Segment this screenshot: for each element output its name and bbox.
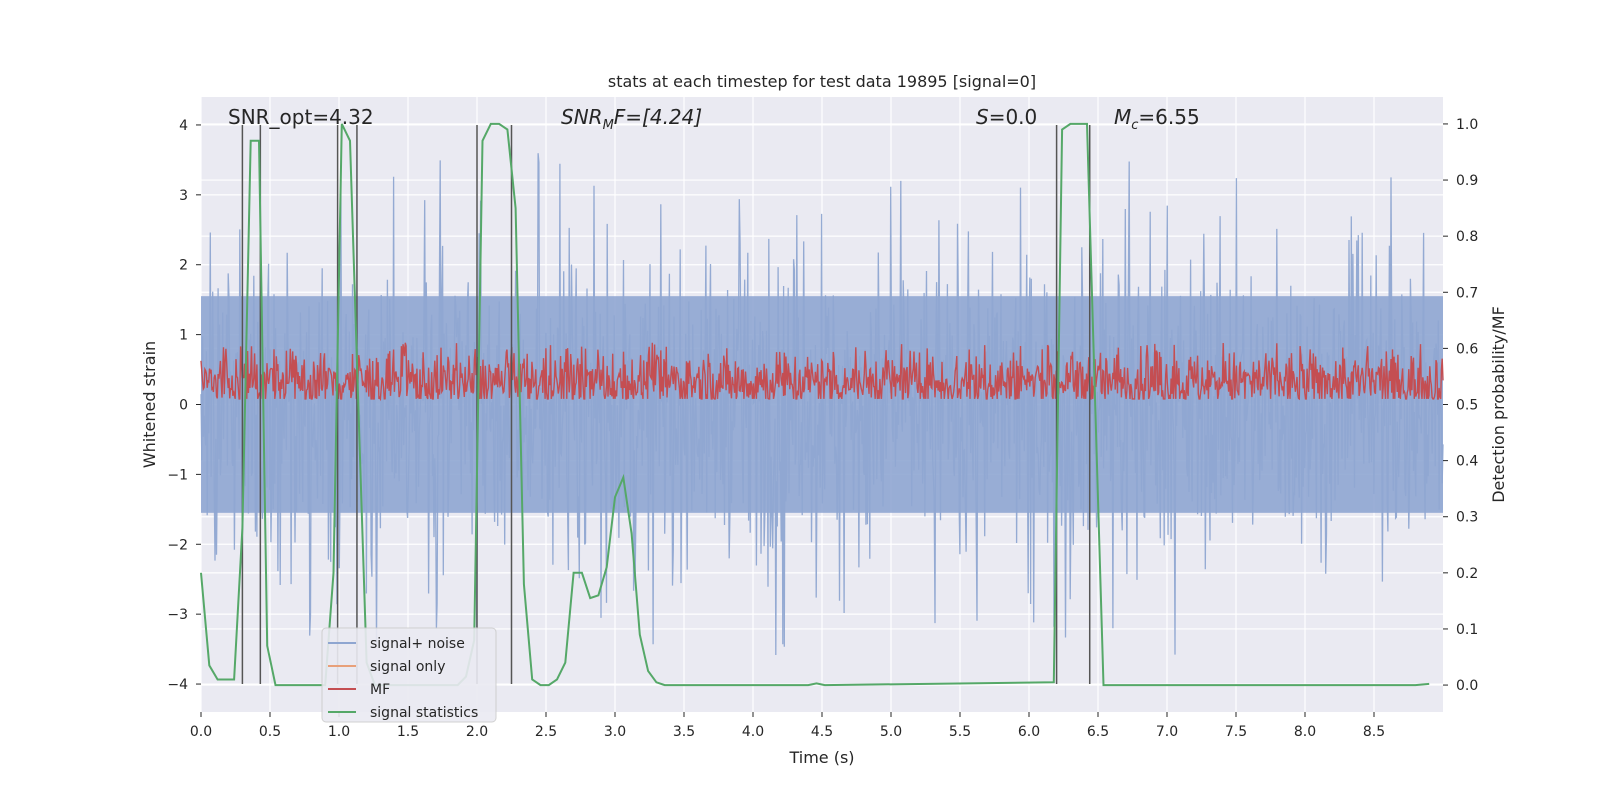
y-right-tick-label: 0.9 <box>1456 173 1478 189</box>
snr-mf-prefix: SNR <box>561 105 603 129</box>
legend-label: MF <box>370 682 390 698</box>
x-axis-label: Time (s) <box>788 748 854 767</box>
x-tick-label: 2.0 <box>466 724 488 740</box>
mf-line <box>200 342 1444 402</box>
mc-suffix: =6.55 <box>1138 105 1199 129</box>
s-prefix: S <box>976 105 989 129</box>
x-tick-label: 4.5 <box>811 724 833 740</box>
vertical-marker-lines <box>241 124 1091 685</box>
y-tick-label: 4 <box>179 118 188 134</box>
x-tick-label: 3.5 <box>673 724 695 740</box>
series-signal-plus-noise <box>200 153 1444 656</box>
x-tick-label: 8.5 <box>1363 724 1385 740</box>
y-tick-label: −2 <box>167 537 188 553</box>
x-tick-label: 4.0 <box>742 724 764 740</box>
signal-statistics-line <box>200 122 1430 687</box>
mc-prefix: M <box>1114 105 1131 129</box>
y-tick-label: 3 <box>179 188 188 204</box>
y-right-tick-label: 0.1 <box>1456 622 1478 638</box>
s-suffix: =0.0 <box>989 105 1038 129</box>
y-axis-right-label: Detection probability/MF <box>1489 306 1508 503</box>
legend-label: signal statistics <box>370 705 478 721</box>
y-right-tick-label: 1.0 <box>1456 117 1478 133</box>
x-tick-label: 1.0 <box>328 724 350 740</box>
y-tick-label: −4 <box>167 677 188 693</box>
x-tick-label: 0.5 <box>259 724 281 740</box>
x-tick-label: 5.5 <box>949 724 971 740</box>
chart-title: stats at each timestep for test data 198… <box>608 72 1036 91</box>
x-tick-label: 6.0 <box>1018 724 1040 740</box>
x-tick-label: 1.5 <box>397 724 419 740</box>
y-right-tick-label: 0.8 <box>1456 229 1478 245</box>
y-right-tick-label: 0.0 <box>1456 678 1478 694</box>
x-tick-label: 7.5 <box>1225 724 1247 740</box>
annotation-s: S=0.0 <box>976 105 1037 129</box>
legend-box <box>321 627 497 723</box>
x-tick-label: 0.0 <box>190 724 212 740</box>
axis-ticks: 0.0 0.5 1.0 1.5 2.0 2.5 3.0 3.5 4.0 4.5 5.0 5.5 6.0 6… <box>167 117 1478 740</box>
y-right-tick-label: 0.2 <box>1456 566 1478 582</box>
x-tick-label: 2.5 <box>535 724 557 740</box>
noise-core-band <box>201 296 1443 513</box>
y-right-tick-label: 0.3 <box>1456 510 1478 526</box>
y-right-tick-label: 0.6 <box>1456 341 1478 357</box>
legend: signal+ noise signal only MF signal statist… <box>321 627 497 723</box>
x-tick-label: 8.0 <box>1294 724 1316 740</box>
annotation-snr-mf: SNRMF=[4.24] <box>561 105 702 133</box>
annotation-snr-opt: SNR_opt=4.32 <box>228 105 374 129</box>
mc-subscript: c <box>1131 118 1138 133</box>
series-mf <box>200 342 1444 402</box>
x-tick-label: 6.5 <box>1087 724 1109 740</box>
y-tick-label: 0 <box>179 398 188 414</box>
y-tick-label: −3 <box>167 607 188 623</box>
annotation-mc: Mc=6.55 <box>1114 105 1200 133</box>
snr-mf-subscript: M <box>603 118 614 133</box>
snr-mf-suffix: F=[4.24] <box>614 105 702 129</box>
y-tick-label: −1 <box>167 467 188 483</box>
x-tick-label: 5.0 <box>880 724 902 740</box>
legend-label: signal+ noise <box>370 636 465 652</box>
legend-label: signal only <box>370 659 445 675</box>
x-tick-label: 7.0 <box>1156 724 1178 740</box>
x-tick-label: 3.0 <box>604 724 626 740</box>
series-signal-statistics <box>200 122 1430 687</box>
y-right-tick-label: 0.7 <box>1456 285 1478 301</box>
y-right-tick-label: 0.4 <box>1456 454 1478 470</box>
y-right-tick-label: 0.5 <box>1456 398 1478 414</box>
y-tick-label: 1 <box>179 328 188 344</box>
y-tick-label: 2 <box>179 258 188 274</box>
y-axis-label: Whitened strain <box>140 341 159 468</box>
